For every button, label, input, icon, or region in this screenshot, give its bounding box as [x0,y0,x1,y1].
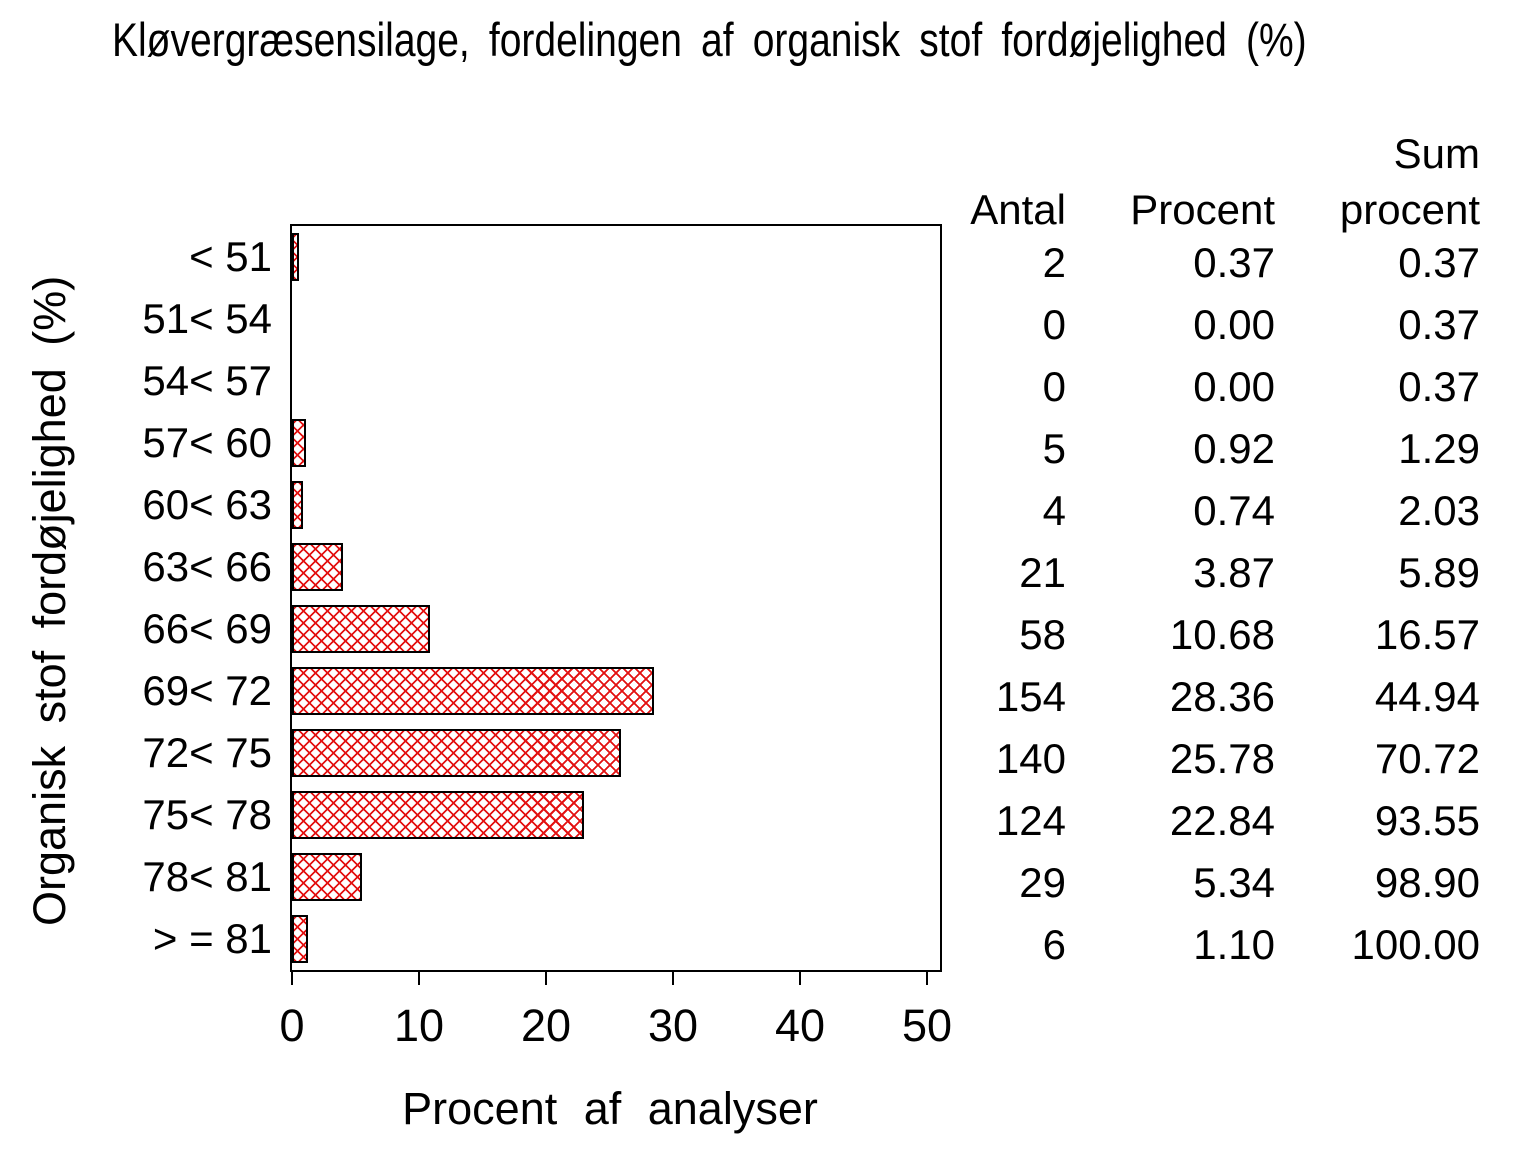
y-category-label: 66< 69 [142,605,272,652]
antal-value: 4 [1042,487,1066,534]
table-header-sum-line1: Sum [1393,130,1480,177]
y-category-label: 51< 54 [142,295,272,342]
y-category-label: 78< 81 [142,853,272,900]
x-axis-tick [291,970,293,985]
antal-value: 6 [1042,921,1066,968]
procent-value: 0.00 [1193,363,1275,410]
y-category-label: 63< 66 [142,543,272,590]
procent-value: 0.92 [1193,425,1275,472]
procent-value: 25.78 [1169,735,1275,782]
x-axis-tick [545,970,547,985]
procent-value: 0.74 [1193,487,1275,534]
table-header-procent: Procent [1130,186,1275,233]
antal-value: 0 [1042,301,1066,348]
x-axis-tick-label: 0 [279,1000,305,1051]
x-axis-tick-label: 10 [393,1000,445,1051]
x-axis-tick-label: 40 [774,1000,826,1051]
table-header-antal: Antal [970,186,1066,233]
x-axis-tick-label: 30 [647,1000,699,1051]
antal-value: 58 [1019,611,1066,658]
x-axis-tick [799,970,801,985]
y-category-label: 54< 57 [142,357,272,404]
sum-procent-value: 0.37 [1398,301,1480,348]
antal-value: 21 [1019,549,1066,596]
antal-value: 140 [995,735,1066,782]
procent-value: 28.36 [1169,673,1275,720]
sum-procent-value: 1.29 [1398,425,1480,472]
y-category-label: 60< 63 [142,481,272,528]
antal-value: 124 [995,797,1066,844]
antal-value: 5 [1042,425,1066,472]
procent-value: 10.68 [1169,611,1275,658]
sum-procent-value: 0.37 [1398,239,1480,286]
plot-frame [290,224,942,972]
chart-title: Kløvergræsensilage, fordelingen af organ… [112,13,1307,66]
y-category-label: 57< 60 [142,419,272,466]
antal-value: 2 [1042,239,1066,286]
procent-value: 1.10 [1193,921,1275,968]
procent-value: 0.37 [1193,239,1275,286]
sum-procent-value: 93.55 [1374,797,1480,844]
x-axis-tick-label: 50 [901,1000,953,1051]
antal-value: 154 [995,673,1066,720]
procent-value: 0.00 [1193,301,1275,348]
sum-procent-value: 98.90 [1374,859,1480,906]
sum-procent-value: 16.57 [1374,611,1480,658]
x-axis-tick-label: 20 [520,1000,572,1051]
y-category-label: > = 81 [152,915,272,962]
sum-procent-value: 2.03 [1398,487,1480,534]
procent-value: 3.87 [1193,549,1275,596]
x-axis-title: Procent af analyser [402,1083,818,1134]
y-category-label: 69< 72 [142,667,272,714]
y-category-label: < 51 [189,233,272,280]
y-category-label: 75< 78 [142,791,272,838]
sum-procent-value: 5.89 [1398,549,1480,596]
sum-procent-value: 100.00 [1351,921,1480,968]
sum-procent-value: 70.72 [1374,735,1480,782]
x-axis-tick [926,970,928,985]
procent-value: 22.84 [1169,797,1275,844]
antal-value: 0 [1042,363,1066,410]
table-header-sum-line2: procent [1339,186,1480,233]
sum-procent-value: 0.37 [1398,363,1480,410]
sum-procent-value: 44.94 [1374,673,1480,720]
x-axis-tick [672,970,674,985]
y-category-label: 72< 75 [142,729,272,776]
antal-value: 29 [1019,859,1066,906]
x-axis-tick [418,970,420,985]
procent-value: 5.34 [1193,859,1275,906]
